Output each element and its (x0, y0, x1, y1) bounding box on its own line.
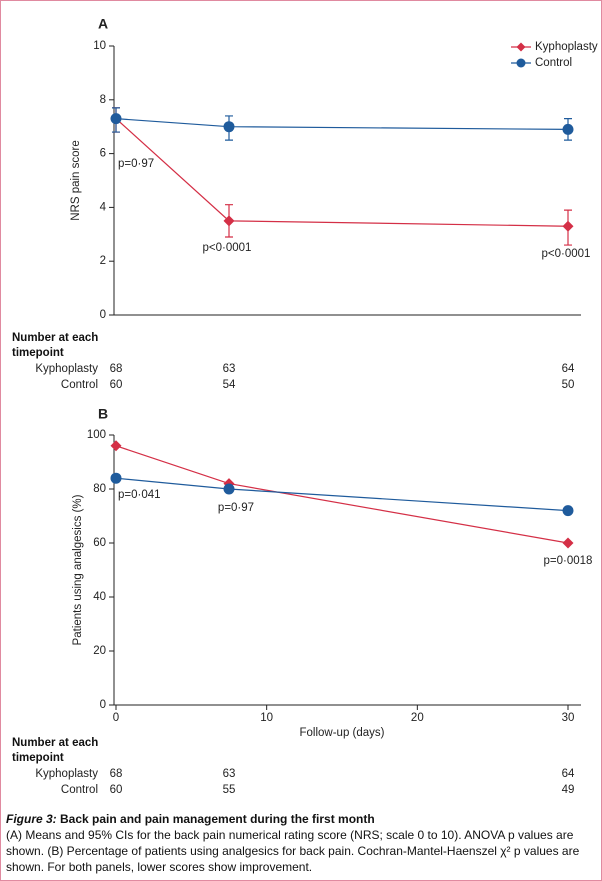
point (562, 537, 574, 549)
y-tick-label: 0 (100, 309, 106, 321)
at-risk-title: Number at each timepoint (12, 332, 99, 359)
line (115, 118, 569, 227)
p-value: p=0·97 (218, 502, 254, 514)
legend-marker (516, 42, 526, 52)
caption-heading: Figure 3: Back pain and pain management … (6, 812, 375, 826)
line (115, 477, 569, 512)
panel-label: B (98, 406, 108, 422)
at-risk-value: 64 (562, 768, 575, 780)
y-tick-label: 20 (93, 645, 106, 657)
point (562, 220, 574, 232)
y-tick-label: 0 (100, 699, 106, 711)
legend-label: Control (535, 57, 572, 69)
x-axis-label: Follow-up (days) (300, 727, 385, 739)
caption-text: (A) Means and 95% CIs for the back pain … (6, 828, 580, 874)
p-value: p=0·97 (118, 158, 154, 170)
caption-label: Figure 3: (6, 812, 57, 826)
at-risk-value: 50 (562, 379, 575, 391)
p-value: p<0·0001 (542, 248, 591, 260)
x-tick-label: 20 (411, 712, 424, 724)
y-tick-label: 8 (100, 94, 106, 106)
at-risk-value: 55 (223, 784, 236, 796)
p-value: p=0·041 (118, 489, 161, 501)
y-axis-label: NRS pain score (70, 140, 82, 221)
point (223, 121, 235, 133)
x-tick-label: 10 (260, 712, 273, 724)
y-tick-label: 40 (93, 591, 106, 603)
y-tick-label: 100 (87, 429, 106, 441)
at-risk-value: 68 (110, 768, 123, 780)
at-risk-value: 63 (223, 768, 236, 780)
at-risk-name: Control (61, 784, 98, 796)
at-risk-name: Control (61, 379, 98, 391)
point (110, 440, 122, 452)
point (562, 123, 574, 135)
y-tick-label: 6 (100, 148, 106, 160)
caption-title: Back pain and pain management during the… (60, 812, 375, 826)
y-tick-label: 4 (100, 201, 107, 213)
p-value: p<0·0001 (203, 242, 252, 254)
at-risk-value: 63 (223, 363, 236, 375)
at-risk-value: 49 (562, 784, 575, 796)
caption: Figure 3: Back pain and pain management … (6, 811, 596, 875)
legend-marker (516, 58, 526, 68)
point (562, 505, 574, 517)
p-value: p=0·0018 (544, 555, 593, 567)
point (110, 472, 122, 484)
point (110, 113, 122, 125)
point (223, 215, 235, 227)
at-risk-value: 54 (223, 379, 236, 391)
y-tick-label: 10 (93, 40, 106, 52)
y-axis-label: Patients using analgesics (%) (72, 494, 84, 645)
at-risk-value: 60 (110, 379, 123, 391)
y-tick-label: 80 (93, 483, 106, 495)
x-tick-label: 30 (562, 712, 575, 724)
line (115, 118, 569, 130)
line (115, 445, 569, 544)
legend-label: Kyphoplasty (535, 41, 598, 53)
panel-label: A (98, 16, 108, 32)
point (223, 483, 235, 495)
y-tick-label: 2 (100, 255, 106, 267)
x-tick-label: 0 (113, 712, 119, 724)
at-risk-name: Kyphoplasty (35, 768, 98, 780)
at-risk-title: Number at each timepoint (12, 737, 99, 764)
at-risk-name: Kyphoplasty (35, 363, 98, 375)
at-risk-value: 68 (110, 363, 123, 375)
y-tick-label: 60 (93, 537, 106, 549)
at-risk-value: 60 (110, 784, 123, 796)
at-risk-value: 64 (562, 363, 575, 375)
